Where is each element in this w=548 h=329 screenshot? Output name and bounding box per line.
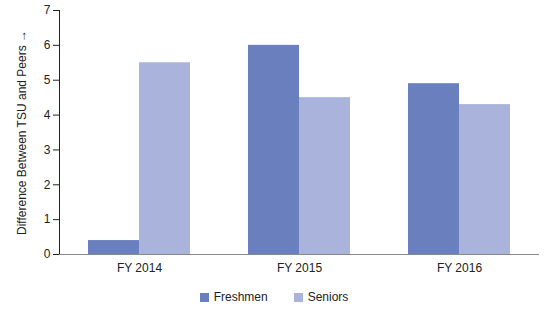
- svg-text:FY 2014: FY 2014: [117, 261, 162, 275]
- svg-text:4: 4: [44, 108, 51, 122]
- svg-text:3: 3: [44, 143, 51, 157]
- svg-text:FY 2016: FY 2016: [437, 261, 482, 275]
- html-text:Freshmen: Freshmen: [213, 290, 268, 304]
- svg-text:5: 5: [44, 73, 51, 87]
- svg-text:6: 6: [44, 38, 51, 52]
- svg-text:Difference Between TSU and Pee: Difference Between TSU and Peers →: [15, 30, 29, 235]
- svg-text:7: 7: [44, 3, 51, 17]
- svg-text:FY 2015: FY 2015: [277, 261, 322, 275]
- svg-text:1: 1: [44, 212, 51, 226]
- svg-text:2: 2: [44, 178, 51, 192]
- svg-text:0: 0: [44, 247, 51, 261]
- html-text:Seniors: Seniors: [307, 290, 349, 304]
